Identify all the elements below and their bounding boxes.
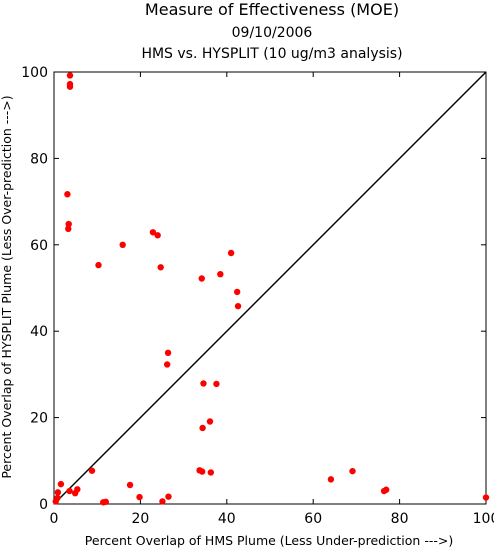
data-point	[206, 418, 214, 425]
y-tick-label: 40	[30, 324, 48, 340]
data-point	[88, 467, 96, 474]
x-tick-label: 0	[50, 511, 59, 527]
data-point	[54, 489, 62, 496]
data-point	[64, 191, 71, 198]
data-point	[159, 498, 166, 505]
y-tick-label: 60	[30, 238, 48, 254]
one-to-one-reference-line	[53, 71, 487, 505]
data-point	[217, 270, 224, 278]
data-point	[102, 498, 110, 506]
data-point	[52, 498, 59, 505]
data-point	[119, 241, 126, 248]
data-point	[157, 264, 164, 271]
data-point	[327, 476, 335, 483]
data-point	[71, 490, 79, 497]
data-point	[349, 467, 356, 475]
data-point	[165, 493, 172, 500]
data-point	[66, 487, 73, 495]
chart-subtitle-date: 09/10/2006	[232, 25, 313, 41]
y-axis-label: Percent Overlap of HYSPLIT Plume (Less O…	[0, 95, 14, 478]
data-point	[164, 349, 172, 356]
data-point	[207, 469, 215, 476]
x-tick-label: 100	[473, 511, 494, 527]
data-point	[233, 288, 241, 296]
data-point	[383, 486, 390, 493]
data-point	[199, 424, 206, 432]
data-point	[66, 72, 74, 79]
data-point	[213, 380, 220, 388]
data-point	[57, 480, 65, 488]
data-point	[200, 380, 207, 387]
y-tick-label: 100	[21, 65, 48, 81]
plot-area: 0 20 40 60 80 100 0 20 40 60 80 100	[21, 65, 494, 527]
x-tick-label: 40	[218, 511, 236, 527]
data-point	[65, 225, 72, 233]
plot-frame	[53, 71, 487, 505]
data-point	[136, 493, 143, 501]
data-point	[482, 494, 490, 501]
data-point	[154, 232, 161, 239]
y-tick-label: 20	[30, 411, 48, 427]
y-tick-label: 0	[39, 497, 48, 513]
data-point	[66, 83, 74, 90]
y-tick-label: 80	[30, 151, 48, 167]
chart-title: Measure of Effectiveness (MOE)	[145, 0, 399, 19]
chart-subtitle-comparison: HMS vs. HYSPLIT (10 ug/m3 analysis)	[141, 46, 402, 62]
x-axis-label: Percent Overlap of HMS Plume (Less Under…	[85, 533, 453, 548]
x-tick-label: 80	[391, 511, 409, 527]
data-point	[149, 229, 157, 236]
data-point	[198, 468, 206, 475]
data-point	[163, 361, 171, 368]
x-tick-label: 20	[131, 511, 149, 527]
data-point	[65, 220, 72, 228]
data-point	[227, 249, 235, 257]
data-point	[126, 481, 134, 489]
data-point	[95, 261, 102, 269]
x-tick-label: 60	[304, 511, 322, 527]
data-point	[198, 275, 205, 282]
data-point	[234, 302, 242, 310]
